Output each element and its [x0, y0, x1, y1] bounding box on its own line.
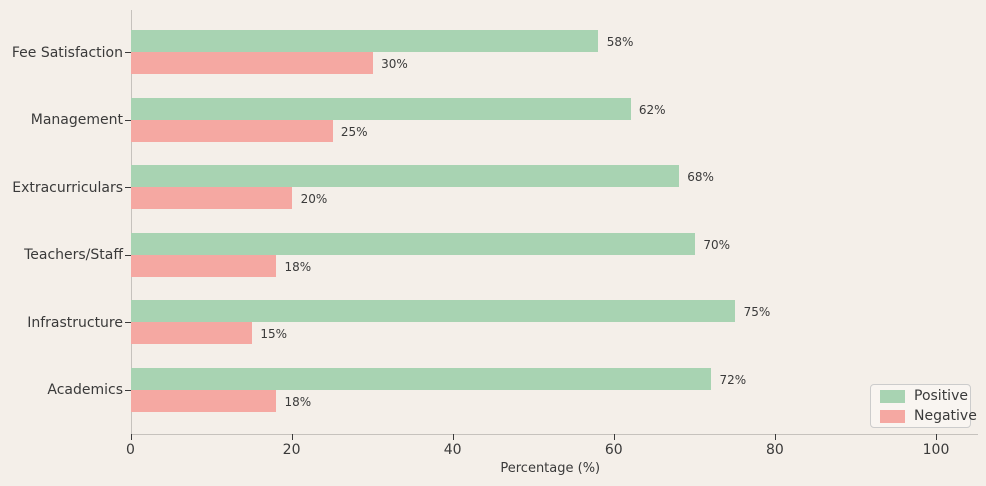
- x-tick-label: 20: [282, 442, 301, 458]
- bar-negative: [131, 254, 277, 277]
- legend-item-positive: Positive: [880, 388, 968, 404]
- legend-swatch-positive: [880, 389, 905, 403]
- x-tick-mark: [130, 433, 132, 440]
- bar-negative: [131, 119, 333, 142]
- bar-positive: [131, 165, 679, 187]
- bar-negative: [131, 187, 293, 209]
- x-tick-label: 100: [922, 442, 950, 458]
- bar-negative: [131, 389, 277, 412]
- bar-value-negative: 25%: [340, 124, 368, 139]
- category-label: Infrastructure: [27, 314, 123, 331]
- y-tick-mark: [124, 119, 131, 121]
- y-tick-mark: [124, 52, 131, 54]
- bar-positive: [131, 97, 631, 120]
- bar-value-positive: 75%: [743, 305, 771, 319]
- category-label: Extracurriculars: [12, 179, 123, 196]
- category-label: Fee Satisfaction: [11, 44, 123, 61]
- bar-positive: [131, 300, 736, 322]
- x-tick-label: 80: [765, 442, 784, 458]
- x-axis-title: Percentage (%): [500, 461, 601, 476]
- bar-value-negative: 15%: [260, 327, 287, 341]
- bar-value-negative: 20%: [300, 192, 328, 206]
- category-label: Management: [30, 112, 123, 128]
- x-tick-mark: [452, 433, 454, 440]
- x-tick-label: 40: [443, 442, 462, 458]
- bar-positive: [131, 232, 696, 255]
- legend-label: Negative: [914, 408, 977, 424]
- x-tick-mark: [613, 433, 615, 440]
- bar-positive: [131, 367, 712, 390]
- y-tick-mark: [124, 322, 131, 324]
- legend-swatch-negative: [880, 409, 905, 423]
- x-tick-mark: [936, 433, 938, 440]
- x-tick-label: 60: [604, 442, 623, 458]
- y-tick-mark: [124, 187, 131, 189]
- y-axis-spine: [130, 10, 132, 434]
- x-tick-mark: [291, 433, 293, 440]
- legend-label: Positive: [914, 388, 968, 404]
- x-tick-mark: [774, 433, 777, 440]
- bar-negative: [131, 52, 373, 74]
- legend: Positive Negative: [870, 384, 977, 428]
- category-label: Academics: [47, 382, 123, 398]
- bar-value-negative: 18%: [284, 394, 312, 409]
- bar-value-positive: 72%: [719, 372, 747, 387]
- x-axis-spine: [130, 433, 978, 435]
- legend-item-negative: Negative: [880, 408, 977, 424]
- bar-value-positive: 68%: [687, 170, 714, 184]
- bar-value-positive: 70%: [703, 237, 731, 252]
- x-tick-label: 0: [126, 442, 135, 458]
- bar-negative: [131, 322, 252, 344]
- bar-positive: [131, 30, 599, 52]
- bar-value-positive: 58%: [606, 35, 634, 49]
- bar-value-negative: 30%: [381, 57, 408, 71]
- bar-value-positive: 62%: [638, 102, 666, 117]
- category-label: Teachers/Staff: [24, 247, 123, 263]
- bar-value-negative: 18%: [284, 259, 312, 274]
- y-tick-mark: [124, 254, 131, 256]
- y-tick-mark: [124, 389, 131, 391]
